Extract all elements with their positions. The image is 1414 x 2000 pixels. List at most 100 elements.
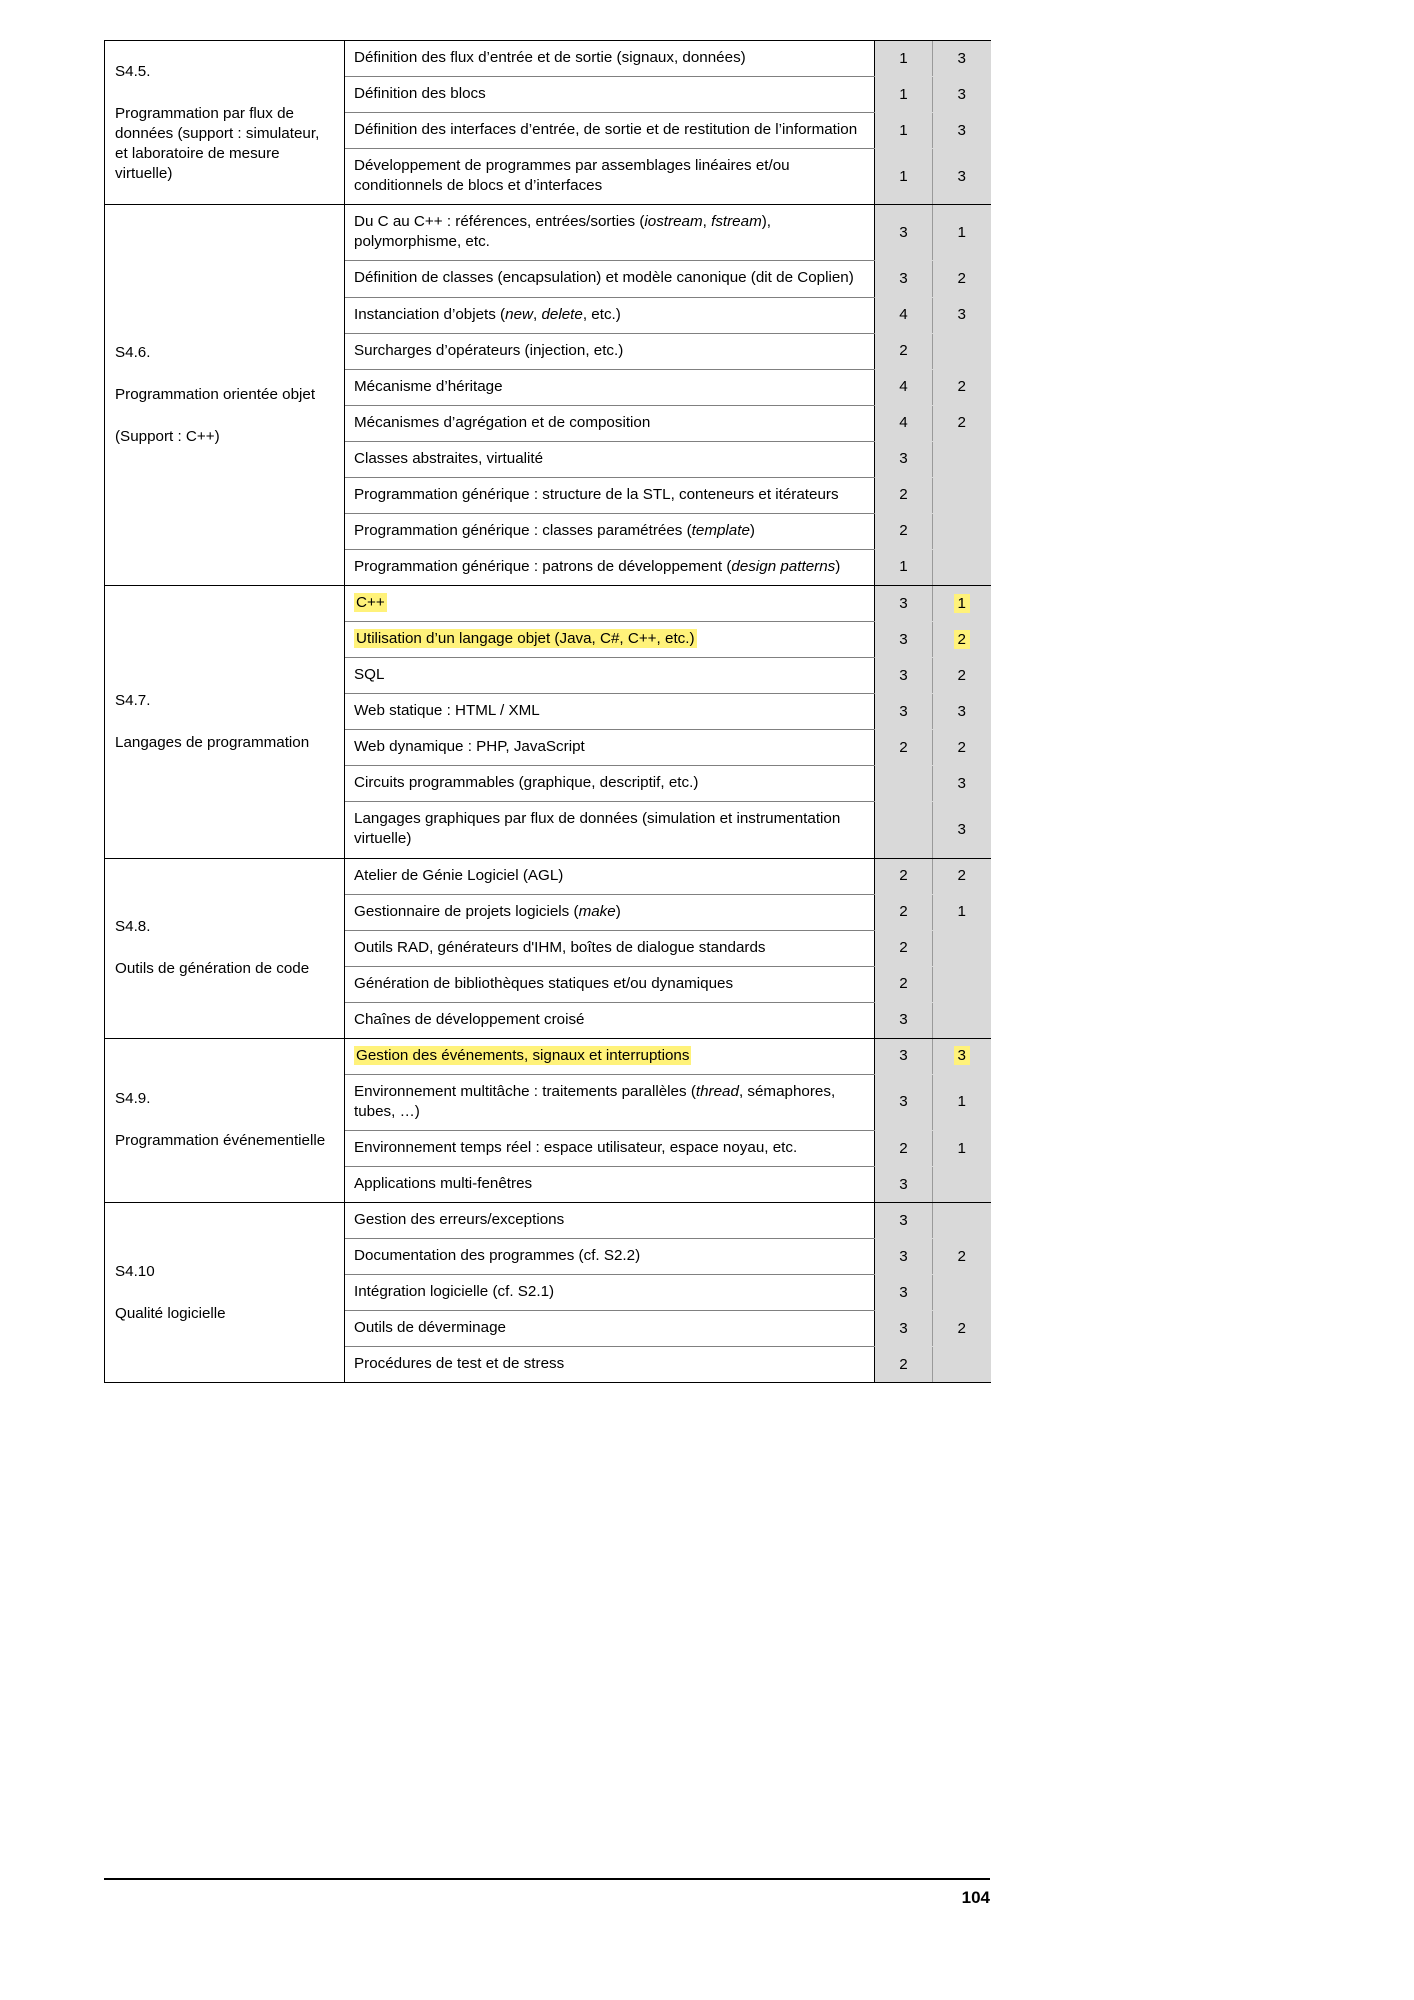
highlighted-value: 2 [953, 629, 970, 649]
table-row: Mécanisme d’héritage 4 2 [105, 368, 991, 406]
level-value-col1: 3 [874, 1310, 933, 1348]
table-row: Circuits programmables (graphique, descr… [105, 765, 991, 803]
level-value-col2 [932, 1274, 991, 1312]
level-value-col1: 2 [874, 729, 933, 767]
table-row: Outils RAD, générateurs d'IHM, boîtes de… [105, 929, 991, 967]
competency-label-cell: Instanciation d’objets (new, delete, etc… [344, 296, 875, 334]
level-value-col2: 2 [932, 404, 991, 442]
section-theme-cell: S4.8. Outils de génération de code [104, 857, 345, 1039]
level-value-col1: 4 [874, 404, 933, 442]
level-value-col1: 3 [874, 1166, 933, 1204]
table-row: Environnement multitâche : traitements p… [105, 1073, 991, 1132]
competency-label-cell: Définition des interfaces d’entrée, de s… [344, 112, 875, 150]
level-value-col1: 2 [874, 929, 933, 967]
level-value-col1: 2 [874, 512, 933, 550]
table-row: Programmation générique : patrons de dév… [105, 548, 991, 587]
table-row: Programmation générique : structure de l… [105, 476, 991, 514]
competency-label-cell: Environnement multitâche : traitements p… [344, 1073, 875, 1132]
competency-label-cell: Génération de bibliothèques statiques et… [344, 965, 875, 1003]
table-row: Documentation des programmes (cf. S2.2) 3… [105, 1238, 991, 1276]
level-value-col1: 3 [874, 1202, 933, 1240]
level-value-col1 [874, 801, 933, 859]
section-code: S4.5. [115, 62, 151, 80]
table-row: Mécanismes d’agrégation et de compositio… [105, 404, 991, 442]
level-value-col2 [932, 548, 991, 587]
level-value-col1: 3 [874, 1274, 933, 1312]
table-row: Classes abstraites, virtualité 3 [105, 440, 991, 478]
level-value-col2: 3 [932, 76, 991, 114]
level-value-col1: 3 [874, 440, 933, 478]
competency-label-cell: Gestion des événements, signaux et inter… [344, 1037, 875, 1075]
competency-label-cell: Définition des blocs [344, 76, 875, 114]
level-value-col2: 2 [932, 260, 991, 298]
competency-label-cell: Intégration logicielle (cf. S2.1) [344, 1274, 875, 1312]
section-title: Programmation orientée objet [115, 386, 316, 404]
level-value-col2: 2 [932, 1238, 991, 1276]
level-value-col1: 2 [874, 1346, 933, 1384]
level-value-col1: 3 [874, 657, 933, 695]
competency-label-cell: Utilisation d’un langage objet (Java, C#… [344, 621, 875, 659]
level-value-col2 [932, 1346, 991, 1384]
level-value-col1: 2 [874, 965, 933, 1003]
level-value-col2: 2 [932, 1310, 991, 1348]
section-code: S4.10 [115, 1262, 155, 1280]
level-value-col2: 2 [932, 621, 991, 659]
section-theme-cell: S4.6. Programmation orientée objet (Suppor… [104, 204, 345, 586]
competency-label-cell: Atelier de Génie Logiciel (AGL) [344, 857, 875, 895]
competency-label-cell: Définition de classes (encapsulation) et… [344, 260, 875, 298]
highlighted-value: 3 [953, 1046, 970, 1066]
level-value-col1: 3 [874, 1238, 933, 1276]
level-value-col1: 4 [874, 296, 933, 334]
level-value-col1: 3 [874, 693, 933, 731]
table-row: Définition de classes (encapsulation) et… [105, 260, 991, 298]
section-theme-cell: S4.9. Programmation événementielle [104, 1037, 345, 1204]
level-value-col1: 1 [874, 39, 933, 78]
table-row: Procédures de test et de stress 2 [105, 1346, 991, 1384]
competency-label-cell: Outils de déverminage [344, 1310, 875, 1348]
level-value-col1: 3 [874, 584, 933, 623]
section-subtitle: (Support : C++) [115, 428, 220, 446]
table-row: Outils de déverminage 3 2 [105, 1310, 991, 1348]
level-value-col2: 1 [932, 204, 991, 262]
level-value-col1: 3 [874, 1073, 933, 1132]
competency-label-cell: SQL [344, 657, 875, 695]
competency-label-cell: Mécanisme d’héritage [344, 368, 875, 406]
section-code: S4.6. [115, 344, 151, 362]
curriculum-table-wrapper: S4.5. Programmation par flux de données (… [104, 39, 991, 1384]
highlighted-text: Gestion des événements, signaux et inter… [354, 1045, 692, 1065]
table-row: S4.10 Qualité logicielle Gestion des erreu… [104, 1202, 991, 1384]
level-value-col1: 3 [874, 1001, 933, 1039]
table-row: Chaînes de développement croisé 3 [105, 1001, 991, 1039]
page-number: 104 [961, 1888, 990, 1907]
table-row: S4.7. Langages de programmation C++ 3 1 [104, 584, 991, 859]
level-value-col2 [932, 512, 991, 550]
competency-label-cell: Programmation générique : classes paramé… [344, 512, 875, 550]
table-row: Gestionnaire de projets logiciels (make)… [105, 893, 991, 931]
level-value-col1: 3 [874, 1037, 933, 1075]
level-value-col1: 2 [874, 857, 933, 895]
section-title: Programmation par flux de données (suppo… [115, 104, 320, 182]
level-value-col2 [932, 1001, 991, 1039]
section-theme-cell: S4.7. Langages de programmation [104, 585, 345, 859]
competency-label-cell: Définition des flux d’entrée et de sorti… [344, 39, 875, 78]
competency-label-cell: Web dynamique : PHP, JavaScript [344, 729, 875, 767]
level-value-col1: 1 [874, 148, 933, 206]
level-value-col2: 1 [932, 584, 991, 623]
footer-divider [104, 1878, 990, 1880]
level-value-col2: 2 [932, 368, 991, 406]
table-row: S4.8. Outils de génération de code Atelier… [104, 857, 991, 1039]
competency-label-cell: Circuits programmables (graphique, descr… [344, 765, 875, 803]
competency-label-cell: Programmation générique : structure de l… [344, 476, 875, 514]
level-value-col2 [932, 332, 991, 370]
level-value-col2: 2 [932, 657, 991, 695]
level-value-col2: 1 [932, 1129, 991, 1168]
competency-label-cell: Du C au C++ : références, entrées/sortie… [344, 204, 875, 262]
competency-label-cell: Environnement temps réel : espace utilis… [344, 1129, 875, 1168]
competency-label-cell: Chaînes de développement croisé [344, 1001, 875, 1039]
section-theme-cell: S4.5. Programmation par flux de données (… [104, 39, 345, 206]
table-row: Définition des interfaces d’entrée, de s… [105, 112, 991, 150]
level-value-col1: 3 [874, 621, 933, 659]
level-value-col1: 1 [874, 548, 933, 587]
level-value-col2 [932, 476, 991, 514]
table-row: S4.6. Programmation orientée objet (Suppor… [104, 204, 991, 586]
